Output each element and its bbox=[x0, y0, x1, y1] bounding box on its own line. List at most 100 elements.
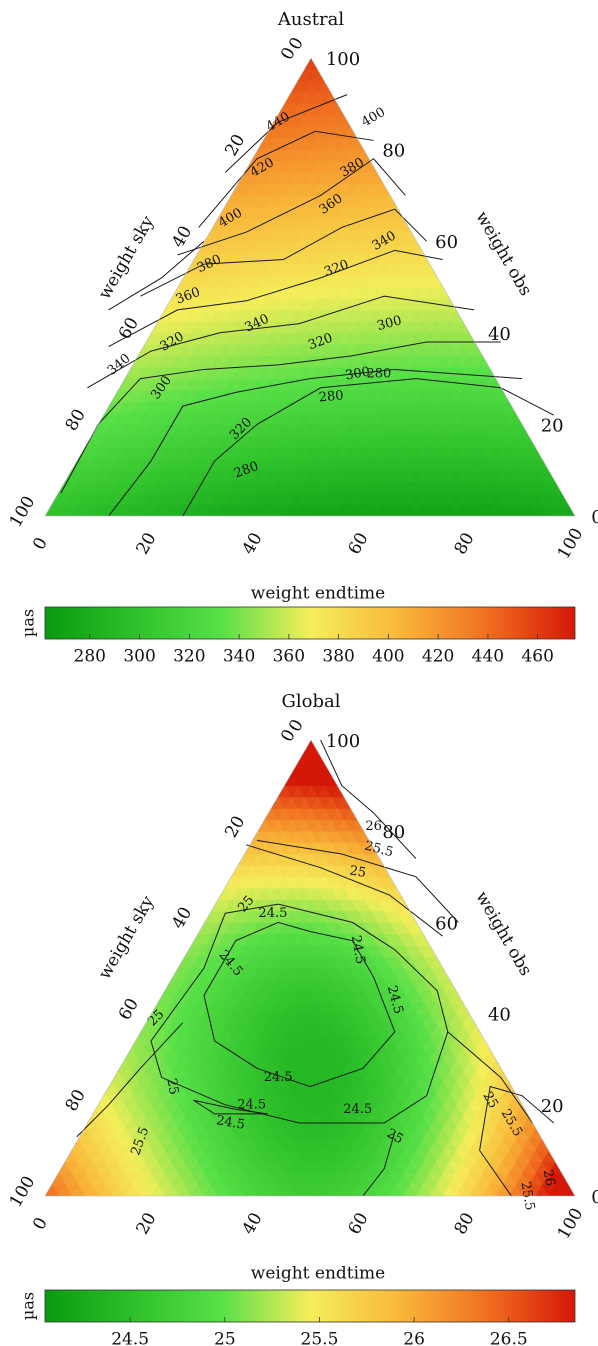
contour-label: 26 bbox=[540, 1168, 558, 1187]
contour-label-text: 26 bbox=[365, 819, 382, 834]
colorbar-gradient bbox=[44, 1289, 576, 1323]
contour-label-text: 24.5 bbox=[215, 1113, 246, 1133]
colorbar-tick-label: 26.5 bbox=[490, 1330, 528, 1346]
contour-label-text: 280 bbox=[366, 367, 391, 382]
contour-label: 25 bbox=[163, 1077, 181, 1096]
colorbar-tick-label: 25.5 bbox=[301, 1330, 339, 1346]
obs-tick-label: 60 bbox=[435, 913, 458, 934]
contour-label: 25 bbox=[348, 863, 367, 881]
chart-title: Austral bbox=[277, 9, 344, 30]
endtime-tick-label: 100 bbox=[554, 525, 588, 563]
colorbar-unit: µas bbox=[19, 1292, 38, 1320]
endtime-tick-label: 40 bbox=[238, 529, 266, 558]
contour-line bbox=[87, 295, 475, 389]
colorbar-tick-label: 380 bbox=[322, 647, 354, 667]
sky-tick-label: 80 bbox=[62, 406, 90, 435]
contour-line bbox=[256, 839, 459, 923]
contour-label: 300 bbox=[376, 313, 404, 334]
contour-label-text: 24.5 bbox=[264, 1070, 293, 1085]
contour-label: 300 bbox=[344, 364, 371, 383]
contour-label: 26 bbox=[365, 819, 382, 834]
obs-tick-label: 40 bbox=[488, 1005, 511, 1026]
contour-label: 25 bbox=[480, 1089, 501, 1111]
contour-line bbox=[479, 1085, 555, 1197]
colorbar-tick-label: 26 bbox=[403, 1330, 425, 1346]
contour-line bbox=[198, 130, 374, 228]
obs-tick-label: 40 bbox=[488, 324, 511, 345]
contour-line bbox=[224, 94, 348, 173]
colorbar-tick-label: 440 bbox=[472, 647, 504, 667]
obs-axis-label: weight obs bbox=[471, 208, 535, 299]
endtime-tick-label: 100 bbox=[554, 1205, 588, 1243]
colorbar-tick-label: 280 bbox=[74, 647, 106, 667]
contour-label-text: 24.5 bbox=[258, 906, 287, 921]
contour-label: 24.5 bbox=[343, 1102, 372, 1117]
contour-label: 400 bbox=[359, 105, 388, 130]
contour-line bbox=[320, 739, 417, 859]
contour-label-text: 300 bbox=[344, 364, 371, 383]
colorbar: µas 280 300 320 340 360 380 400 420 440 460 bbox=[19, 606, 576, 667]
top-vertex-value: 100 bbox=[326, 49, 360, 70]
colorbar-tick-label: 460 bbox=[521, 647, 553, 667]
obs-tick-label: 60 bbox=[435, 232, 458, 253]
ternary-panel-austral: 4404204003803603403203002804003803603403… bbox=[6, 9, 598, 667]
contour-label-text: 26 bbox=[540, 1168, 558, 1187]
contour-line bbox=[108, 368, 523, 517]
endtime-tick-label: 60 bbox=[344, 529, 372, 558]
contour-label-text: 24.5 bbox=[343, 1102, 372, 1117]
colorbar-tick-label: 25 bbox=[214, 1330, 236, 1346]
endtime-axis-label: weight endtime bbox=[251, 584, 385, 604]
colorbar-unit: µas bbox=[19, 609, 38, 637]
contour-line bbox=[246, 844, 443, 937]
contour-label: 24.5 bbox=[264, 1070, 293, 1085]
endtime-tick-label: 20 bbox=[132, 529, 160, 558]
contour-label-text: 300 bbox=[376, 313, 404, 334]
contour-label: 24.5 bbox=[237, 1097, 266, 1112]
endtime-tick-label: 60 bbox=[344, 1209, 372, 1238]
colorbar-tick-label: 420 bbox=[422, 647, 454, 667]
sky-tick-label: 60 bbox=[115, 995, 143, 1024]
endtime-tick-label: 80 bbox=[450, 529, 478, 558]
colorbar-tick-label: 400 bbox=[372, 647, 404, 667]
contour-label: 280 bbox=[366, 367, 391, 382]
obs-tick-label: 80 bbox=[382, 141, 405, 162]
sky-tick-label: 100 bbox=[6, 1173, 40, 1211]
sky-tick-label: 20 bbox=[221, 131, 249, 160]
contour-label: 24.5 bbox=[258, 906, 287, 921]
colorbar-tick-label: 300 bbox=[123, 647, 155, 667]
contour-label-text: 24.5 bbox=[237, 1097, 266, 1112]
contour-line bbox=[76, 1022, 184, 1138]
sky-tick-label: 40 bbox=[168, 223, 196, 252]
contour-label-text: 25 bbox=[480, 1089, 501, 1111]
sky-tick-label: 60 bbox=[115, 314, 143, 343]
colorbar-gradient bbox=[44, 606, 576, 640]
contour-line bbox=[60, 341, 501, 494]
endtime-tick-label: 0 bbox=[29, 534, 52, 553]
obs-tick-label: 20 bbox=[541, 1096, 564, 1117]
sky-tick-label: 20 bbox=[221, 813, 249, 842]
sky-tick-label: 40 bbox=[168, 904, 196, 933]
colorbar-tick-label: 320 bbox=[173, 647, 205, 667]
endtime-tick-label: 0 bbox=[29, 1214, 52, 1233]
contour-line bbox=[108, 240, 205, 311]
contour-label-text: 280 bbox=[318, 388, 344, 405]
obs-tick-label: 20 bbox=[541, 415, 564, 436]
contour-line bbox=[140, 208, 427, 297]
contour-line bbox=[177, 158, 406, 256]
colorbar-tick-label: 24.5 bbox=[111, 1330, 149, 1346]
contour-line bbox=[203, 921, 396, 1088]
contour-line bbox=[193, 1099, 268, 1115]
heatmap-cell bbox=[303, 740, 319, 752]
contour-label-text: 25 bbox=[384, 1126, 406, 1147]
obs-tick-label: 0 bbox=[591, 1187, 598, 1208]
contour-label: 280 bbox=[318, 388, 344, 405]
contour-label: 25 bbox=[384, 1126, 406, 1147]
contour-label: 24.5 bbox=[215, 1113, 246, 1133]
sky-axis-label: weight sky bbox=[95, 212, 159, 303]
contour-label-text: 24.5 bbox=[348, 934, 368, 965]
endtime-tick-label: 40 bbox=[238, 1209, 266, 1238]
contour-label: 24.5 bbox=[348, 934, 368, 965]
heatmap-cell bbox=[303, 58, 319, 70]
heatmap-field bbox=[45, 58, 575, 516]
